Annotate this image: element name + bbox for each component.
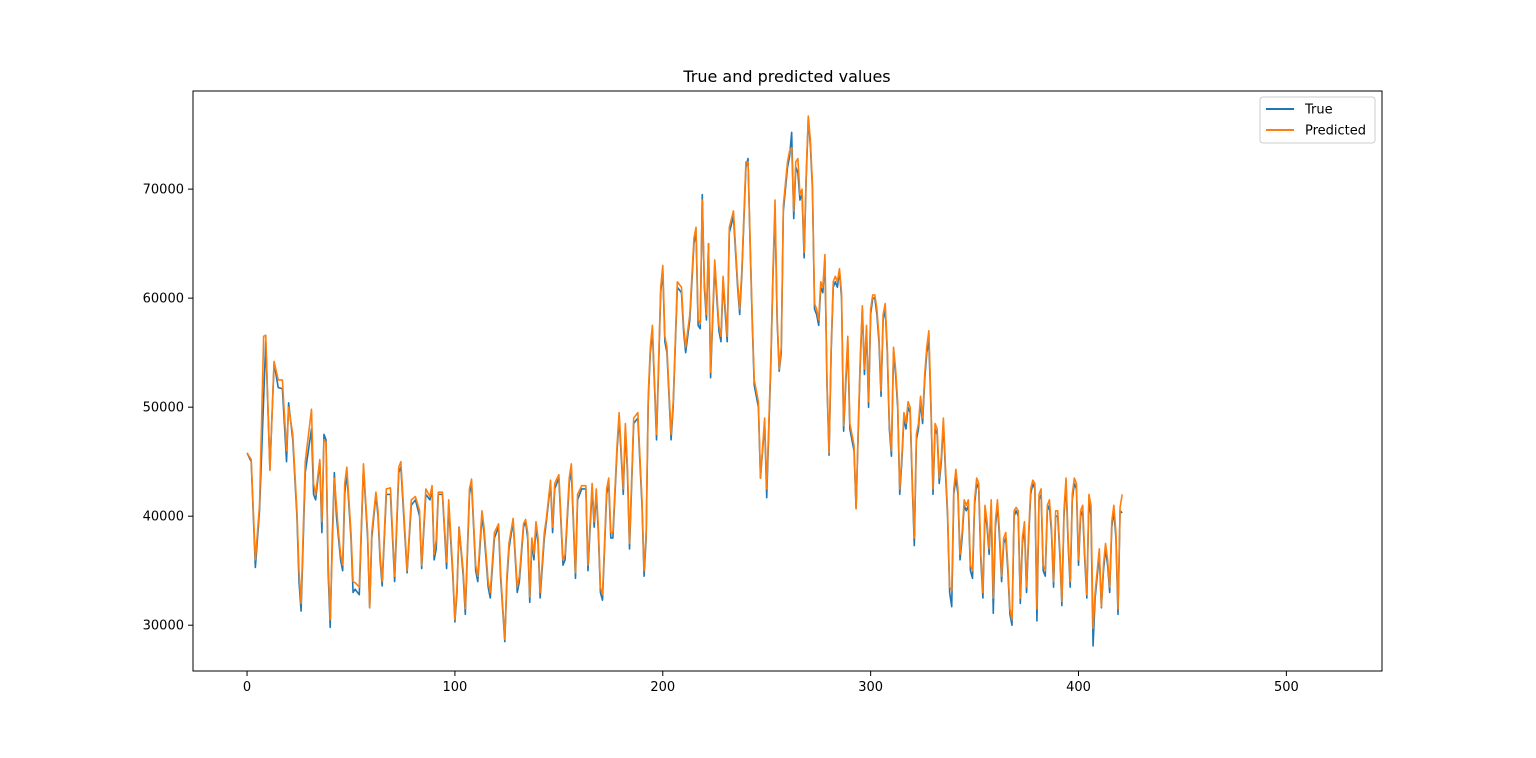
plot-area: [246, 115, 1123, 647]
y-tick-label: 70000: [143, 183, 184, 198]
y-tick-label: 50000: [143, 401, 184, 416]
x-tick-label: 300: [858, 680, 883, 695]
y-axis: 30000 40000 50000 60000 70000: [143, 183, 193, 634]
x-tick-label: 400: [1066, 680, 1091, 695]
series-line-predicted: [246, 115, 1123, 641]
x-axis: 0 100 200 300 400 500: [243, 671, 1299, 695]
y-tick-label: 30000: [143, 619, 184, 634]
y-tick-label: 60000: [143, 292, 184, 307]
chart-title: True and predicted values: [682, 67, 890, 86]
legend-label: True: [1304, 103, 1333, 118]
x-tick-label: 200: [650, 680, 675, 695]
legend: True Predicted: [1259, 96, 1376, 144]
x-tick-label: 500: [1274, 680, 1299, 695]
x-tick-label: 0: [243, 680, 251, 695]
axes-frame: [192, 90, 1383, 672]
x-tick-label: 100: [442, 680, 467, 695]
legend-label: Predicted: [1305, 124, 1366, 139]
y-tick-label: 40000: [143, 510, 184, 525]
